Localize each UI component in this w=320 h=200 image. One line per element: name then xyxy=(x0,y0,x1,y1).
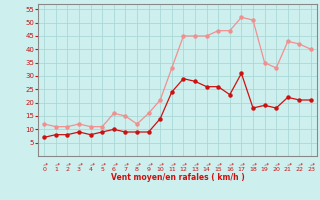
Text: ↗: ↗ xyxy=(122,162,129,168)
Text: ↗: ↗ xyxy=(157,162,164,168)
Text: ↗: ↗ xyxy=(64,162,71,168)
Text: ↗: ↗ xyxy=(215,162,221,168)
Text: ↗: ↗ xyxy=(284,162,291,168)
Text: ↗: ↗ xyxy=(192,162,198,168)
Text: ↗: ↗ xyxy=(296,162,303,168)
Text: ↗: ↗ xyxy=(180,162,187,168)
Text: ↗: ↗ xyxy=(238,162,245,168)
Text: ↗: ↗ xyxy=(169,162,175,168)
Text: ↗: ↗ xyxy=(134,162,140,168)
Text: ↗: ↗ xyxy=(41,162,47,168)
Text: ↗: ↗ xyxy=(99,162,106,168)
Text: ↗: ↗ xyxy=(110,162,117,168)
Text: ↗: ↗ xyxy=(250,162,256,168)
Text: ↗: ↗ xyxy=(52,162,59,168)
Text: ↗: ↗ xyxy=(227,162,233,168)
Text: ↗: ↗ xyxy=(308,162,314,168)
Text: ↗: ↗ xyxy=(76,162,82,168)
Text: ↗: ↗ xyxy=(203,162,210,168)
Text: ↗: ↗ xyxy=(87,162,94,168)
Text: ↗: ↗ xyxy=(145,162,152,168)
X-axis label: Vent moyen/en rafales ( km/h ): Vent moyen/en rafales ( km/h ) xyxy=(111,174,244,182)
Text: ↗: ↗ xyxy=(261,162,268,168)
Text: ↗: ↗ xyxy=(273,162,279,168)
